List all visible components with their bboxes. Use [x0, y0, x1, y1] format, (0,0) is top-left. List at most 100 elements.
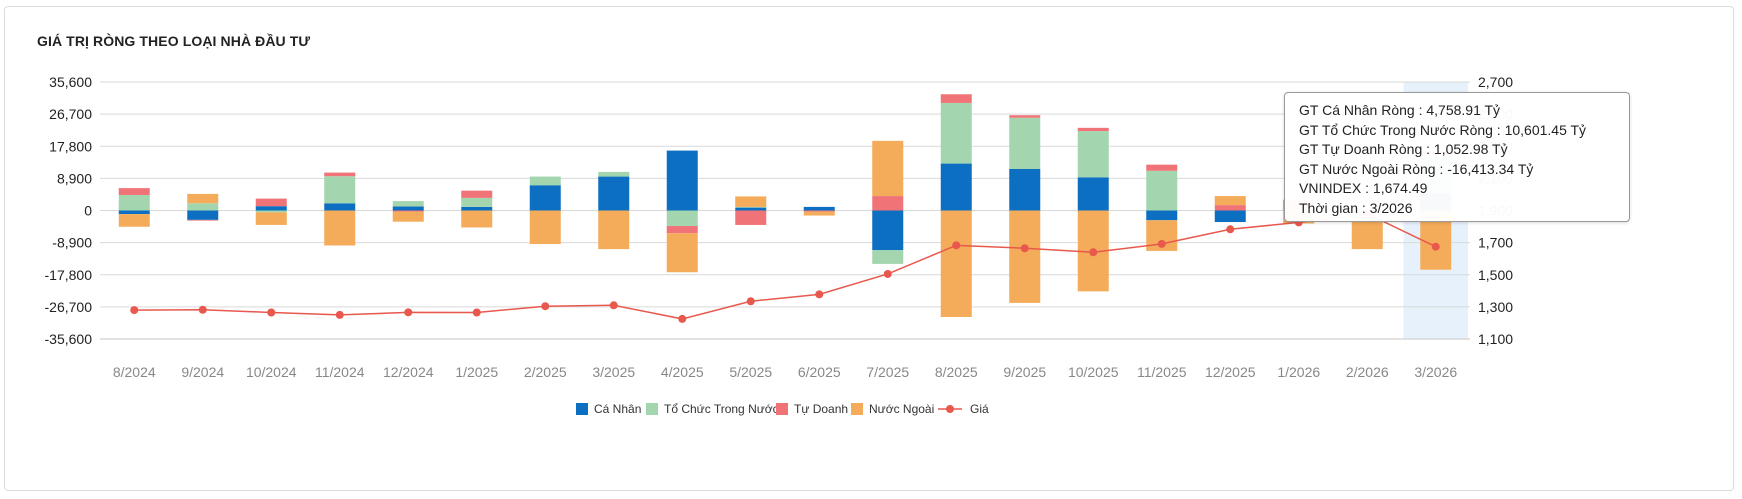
- y-left-tick-label: -17,800: [45, 267, 93, 283]
- y-right-tick-label: 2,700: [1478, 74, 1513, 90]
- y-left-tick-label: 35,600: [49, 74, 92, 90]
- x-tick-label: 3/2025: [592, 364, 635, 380]
- y-right-tick-label: 1,500: [1478, 267, 1513, 283]
- y-left-tick-label: -8,900: [52, 235, 92, 251]
- bar-nuoc-ngoai: [118, 214, 150, 227]
- legend-swatch-ca-nhan: [576, 403, 588, 415]
- bar-tu-doanh: [803, 210, 835, 212]
- bar-ca-nhan: [187, 210, 219, 220]
- bar-ca-nhan: [872, 210, 904, 251]
- x-tick-label: 12/2025: [1205, 364, 1256, 380]
- bar-tu-doanh: [392, 210, 424, 212]
- bar-nuoc-ngoai: [872, 140, 904, 197]
- price-point: [1431, 242, 1440, 251]
- bar-tu-doanh: [1146, 164, 1178, 171]
- x-tick-label: 8/2025: [935, 364, 978, 380]
- bar-ca-nhan: [1009, 168, 1041, 211]
- price-point: [198, 305, 207, 314]
- bar-ca-nhan: [666, 150, 698, 211]
- bar-ca-nhan: [118, 210, 150, 215]
- price-point: [746, 297, 755, 306]
- price-point: [335, 310, 344, 319]
- bar-to-chuc: [187, 203, 219, 211]
- bar-to-chuc: [118, 194, 150, 211]
- y-left-tick-label: 26,700: [49, 106, 92, 122]
- bar-nuoc-ngoai: [1009, 210, 1041, 303]
- price-line: [134, 212, 1437, 320]
- bar-to-chuc: [529, 176, 561, 186]
- bar-tu-doanh: [187, 219, 219, 221]
- bar-tu-doanh: [461, 190, 493, 198]
- x-tick-label: 1/2026: [1277, 364, 1320, 380]
- price-point: [952, 241, 961, 250]
- bar-tu-doanh: [118, 188, 150, 195]
- y-left-tick-label: 0: [84, 203, 92, 219]
- bar-tu-doanh: [1009, 115, 1041, 118]
- panel-title: GIÁ TRỊ RÒNG THEO LOẠI NHÀ ĐẦU TƯ: [37, 33, 311, 49]
- bar-ca-nhan: [1214, 210, 1246, 223]
- bar-tu-doanh: [1214, 205, 1246, 211]
- bar-nuoc-ngoai: [598, 210, 630, 250]
- bar-nuoc-ngoai: [461, 210, 493, 228]
- legend-swatch-to-chuc: [646, 403, 658, 415]
- bar-nuoc-ngoai: [187, 193, 219, 204]
- bar-to-chuc: [1077, 131, 1109, 178]
- price-point: [541, 302, 550, 311]
- bar-nuoc-ngoai: [255, 212, 287, 225]
- x-tick-label: 1/2025: [455, 364, 498, 380]
- price-point: [815, 290, 824, 299]
- bar-nuoc-ngoai: [324, 210, 356, 246]
- bar-to-chuc: [392, 201, 424, 207]
- y-right-tick-label: 1,700: [1478, 235, 1513, 251]
- tooltip-line-tu-doanh: GT Tự Doanh Ròng : 1,052.98 Tỷ: [1299, 141, 1508, 157]
- x-tick-label: 4/2025: [661, 364, 704, 380]
- y-left-tick-label: 17,800: [49, 138, 92, 154]
- x-tick-label: 11/2025: [1137, 364, 1187, 380]
- bar-tu-doanh: [940, 94, 972, 103]
- y-right-tick-label: 1,100: [1478, 331, 1513, 347]
- bar-nuoc-ngoai: [1351, 220, 1383, 250]
- price-point: [678, 314, 687, 323]
- legend-label: Tổ Chức Trong Nước: [664, 402, 779, 416]
- x-tick-label: 11/2024: [315, 364, 365, 380]
- bar-ca-nhan: [461, 206, 493, 211]
- bar-ca-nhan: [392, 206, 424, 211]
- x-tick-label: 7/2025: [866, 364, 909, 380]
- legend-swatch-nuoc-ngoai: [851, 403, 863, 415]
- bar-ca-nhan: [803, 206, 835, 211]
- x-tick-label: 2/2025: [524, 364, 567, 380]
- bar-tu-doanh: [1077, 127, 1109, 132]
- price-point: [267, 308, 276, 317]
- bar-ca-nhan: [940, 163, 972, 211]
- x-tick-label: 2/2026: [1346, 364, 1389, 380]
- x-tick-label: 3/2026: [1414, 364, 1457, 380]
- bar-to-chuc: [940, 102, 972, 164]
- tooltip-line-nuoc-ngoai: GT Nước Ngoài Ròng : -16,413.34 Tỷ: [1299, 160, 1534, 177]
- bar-tu-doanh: [666, 226, 698, 234]
- bar-ca-nhan: [255, 206, 287, 211]
- bar-nuoc-ngoai: [1214, 196, 1246, 206]
- bar-tu-doanh: [872, 196, 904, 211]
- legend-label: Nước Ngoài: [869, 402, 934, 416]
- bar-nuoc-ngoai: [803, 211, 835, 216]
- x-tick-label: 6/2025: [798, 364, 841, 380]
- x-tick-label: 9/2024: [181, 364, 224, 380]
- price-point: [1089, 248, 1098, 257]
- y-left-tick-label: 8,900: [57, 170, 92, 186]
- tooltip-line-ca-nhan: GT Cá Nhân Ròng : 4,758.91 Tỷ: [1299, 102, 1501, 118]
- bar-to-chuc: [872, 250, 904, 264]
- bar-ca-nhan: [735, 207, 767, 211]
- bar-to-chuc: [1009, 117, 1041, 169]
- bar-nuoc-ngoai: [529, 210, 561, 245]
- x-tick-label: 8/2024: [113, 364, 156, 380]
- bar-to-chuc: [255, 210, 287, 213]
- x-tick-label: 5/2025: [729, 364, 772, 380]
- bar-ca-nhan: [1146, 210, 1178, 221]
- y-right-tick-label: 1,300: [1478, 299, 1513, 315]
- price-point: [130, 306, 139, 315]
- tooltip-line-to-chuc: GT Tổ Chức Trong Nước Ròng : 10,601.45 T…: [1299, 121, 1587, 138]
- price-point: [404, 308, 413, 317]
- bar-ca-nhan: [324, 203, 356, 211]
- y-left-tick-label: -35,600: [45, 331, 93, 347]
